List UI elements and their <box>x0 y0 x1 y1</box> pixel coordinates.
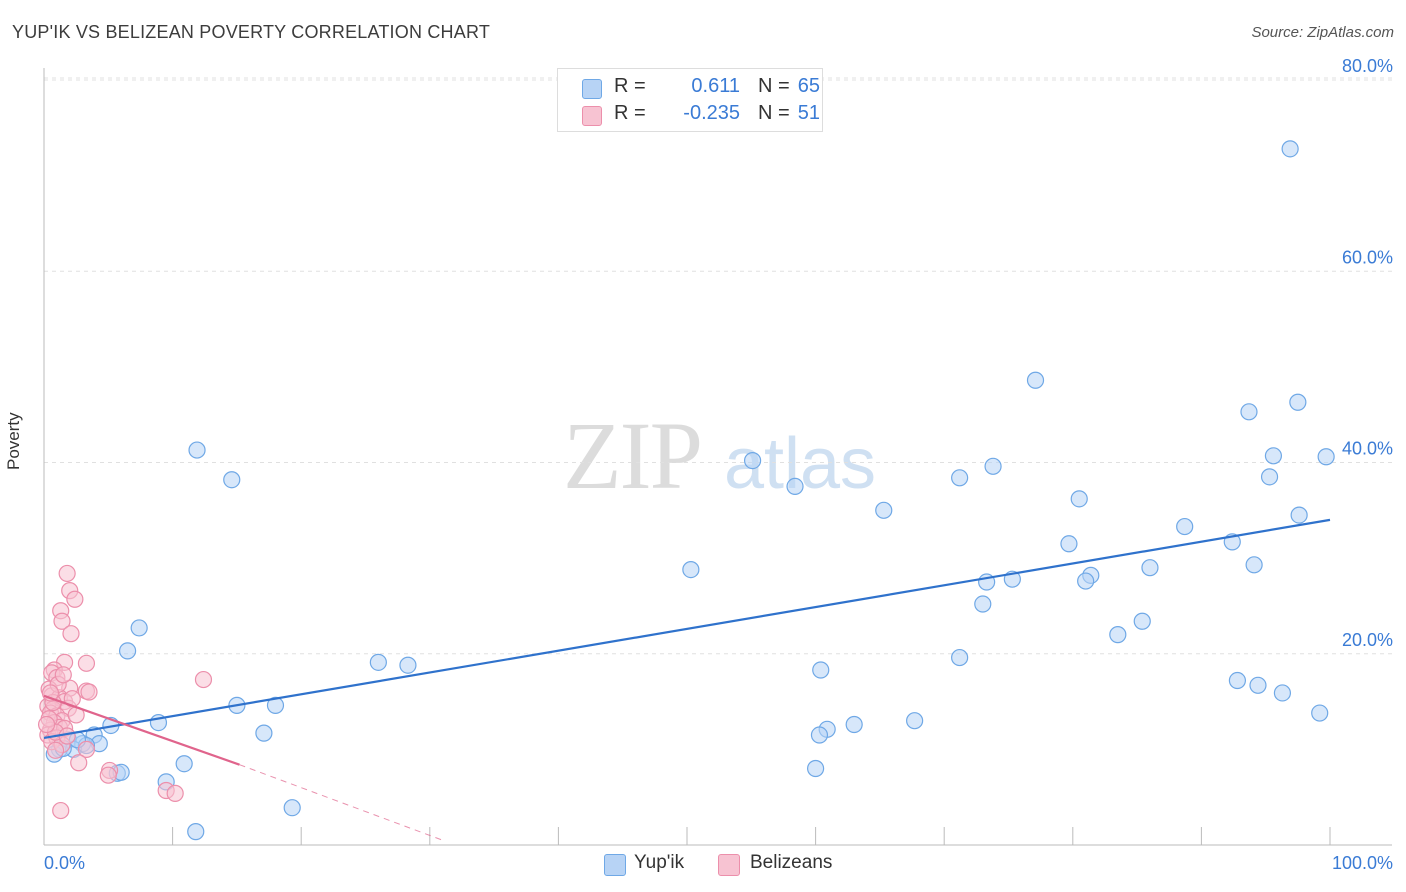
belizean-point <box>46 741 65 759</box>
series-label-belizeans: Belizeans <box>750 852 833 873</box>
yupik-point <box>1240 403 1258 421</box>
yupik-point <box>812 661 830 679</box>
yupik-point <box>1109 626 1127 644</box>
yupik-point <box>1281 140 1299 158</box>
yupik-point <box>845 715 863 734</box>
y-tick-label: 20.0% <box>1342 630 1393 650</box>
yupik-point <box>187 823 205 841</box>
belizean-point <box>166 784 184 802</box>
yupik-point <box>951 469 969 487</box>
yupik-point <box>806 759 825 778</box>
series-swatch-yupik <box>604 854 626 876</box>
belizean-point <box>99 766 117 784</box>
yupik-point <box>283 799 301 817</box>
belizean-point <box>194 670 213 689</box>
yupik-point <box>810 726 829 744</box>
yupik-point <box>1264 447 1283 465</box>
yupik-point <box>743 451 762 470</box>
legend-r-label: R = <box>614 75 646 97</box>
yupik-point <box>786 477 804 496</box>
belizean-point <box>77 654 96 672</box>
yupik-point <box>974 595 992 613</box>
belizean-point <box>62 625 80 643</box>
belizean-point <box>58 564 76 583</box>
y-tick-label: 40.0% <box>1342 439 1393 459</box>
yupik-point <box>1228 671 1247 690</box>
yupik-point <box>118 642 137 660</box>
legend-n-value: 51 <box>797 102 820 124</box>
yupik-point <box>223 471 241 489</box>
source-label: Source: ZipAtlas.com <box>1251 24 1394 41</box>
yupik-point <box>175 755 193 773</box>
legend-n-label: N = <box>758 102 790 124</box>
belizean-trend-extension <box>239 764 443 841</box>
yupik-point <box>1273 684 1292 702</box>
chart-title: YUP'IK VS BELIZEAN POVERTY CORRELATION C… <box>12 22 491 42</box>
correlation-legend: R = 0.611 N = 65 R = -0.235 N = 51 <box>557 68 823 132</box>
yupik-point <box>1077 572 1095 590</box>
y-tick-label: 60.0% <box>1342 247 1393 267</box>
x-tick-label: 100.0% <box>1332 853 1393 873</box>
yupik-point <box>369 653 387 671</box>
yupik-point <box>1141 559 1159 577</box>
series-swatch-belizeans <box>718 854 740 876</box>
yupik-point <box>1249 676 1267 694</box>
belizean-point <box>53 612 71 630</box>
watermark-zip: ZIP <box>563 402 701 509</box>
yupik-point <box>875 501 893 519</box>
yupik-point <box>951 648 969 667</box>
yupik-point <box>266 696 285 714</box>
x-tick-label: 0.0% <box>44 853 85 873</box>
belizean-point <box>77 740 96 758</box>
belizean-trend-line <box>43 694 240 766</box>
legend-r-value: 0.611 <box>691 75 740 97</box>
yupik-point <box>1026 371 1045 389</box>
yupik-point <box>1245 556 1263 574</box>
yupik-point <box>188 441 206 459</box>
yupik-point <box>1311 704 1329 722</box>
yupik-point <box>255 724 273 742</box>
yupik-point <box>984 457 1002 475</box>
yupik-point <box>1060 535 1078 553</box>
legend-r-value: -0.235 <box>683 102 740 124</box>
yupik-point <box>1133 612 1151 630</box>
yupik-point <box>1260 468 1279 486</box>
yupik-point <box>1317 448 1335 466</box>
yupik-point <box>130 619 148 637</box>
legend-swatch-belizeans <box>582 106 602 126</box>
legend-swatch-yupik <box>582 79 602 99</box>
legend-n-value: 65 <box>797 75 820 97</box>
legend-r-label: R = <box>614 102 646 124</box>
yupik-point <box>1176 517 1194 536</box>
belizean-point <box>70 754 88 772</box>
belizean-point <box>37 715 56 734</box>
legend-n-label: N = <box>758 75 790 97</box>
yupik-point <box>906 712 924 730</box>
belizean-point <box>52 801 70 820</box>
yupik-point <box>1290 506 1308 524</box>
belizean-point <box>54 666 72 684</box>
yupik-point <box>1289 393 1307 411</box>
yupik-trend-line <box>43 518 1331 739</box>
belizean-point <box>66 590 84 608</box>
yupik-point <box>399 656 417 674</box>
y-tick-label: 80.0% <box>1342 56 1393 76</box>
belizean-point <box>80 683 98 701</box>
yupik-point <box>682 560 700 579</box>
series-label-yupik: Yup'ik <box>634 852 685 873</box>
yupik-point <box>1070 490 1088 508</box>
